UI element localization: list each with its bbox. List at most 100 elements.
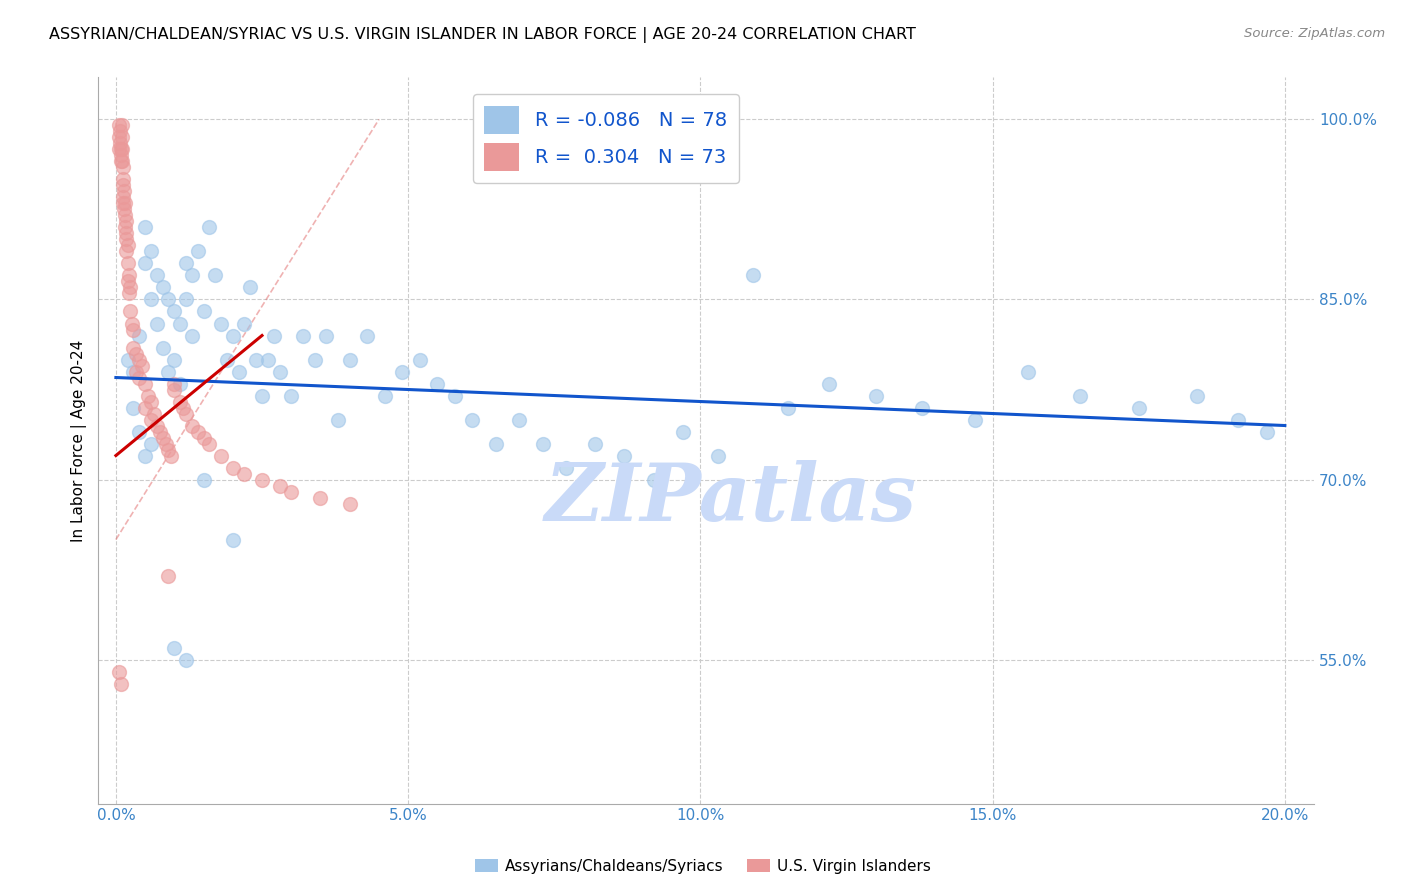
Point <box>865 388 887 402</box>
Point <box>1227 412 1250 426</box>
Point <box>269 478 291 492</box>
Point <box>508 412 530 426</box>
Point <box>117 256 139 270</box>
Point <box>122 364 145 378</box>
Point <box>163 376 186 391</box>
Point <box>291 328 314 343</box>
Text: ASSYRIAN/CHALDEAN/SYRIAC VS U.S. VIRGIN ISLANDER IN LABOR FORCE | AGE 20-24 CORR: ASSYRIAN/CHALDEAN/SYRIAC VS U.S. VIRGIN … <box>49 27 917 43</box>
Point <box>1017 364 1039 378</box>
Point <box>707 449 730 463</box>
Point <box>444 388 467 402</box>
Point <box>114 196 136 211</box>
Point <box>128 370 150 384</box>
Point <box>583 436 606 450</box>
Point <box>139 244 162 259</box>
Point <box>233 467 256 481</box>
Point <box>152 280 174 294</box>
Point <box>965 412 987 426</box>
Point <box>174 293 197 307</box>
Point <box>139 412 162 426</box>
Point <box>111 143 134 157</box>
Point <box>110 143 132 157</box>
Point <box>122 341 145 355</box>
Point <box>326 412 349 426</box>
Point <box>174 407 197 421</box>
Point <box>121 317 143 331</box>
Point <box>222 533 245 547</box>
Point <box>146 317 169 331</box>
Point <box>1256 425 1278 439</box>
Point <box>461 412 484 426</box>
Point <box>117 238 139 252</box>
Point <box>160 449 183 463</box>
Point <box>120 304 142 318</box>
Point <box>169 376 191 391</box>
Point <box>531 436 554 450</box>
Point <box>134 449 156 463</box>
Point <box>108 143 131 157</box>
Point <box>391 364 413 378</box>
Point <box>280 388 302 402</box>
Text: ZIPatlas: ZIPatlas <box>544 460 917 537</box>
Point <box>142 407 165 421</box>
Point <box>180 268 202 283</box>
Point <box>304 352 326 367</box>
Point <box>163 640 186 655</box>
Point <box>257 352 280 367</box>
Point <box>118 286 141 301</box>
Point <box>163 352 186 367</box>
Point <box>1128 401 1150 415</box>
Point <box>209 317 232 331</box>
Point <box>409 352 432 367</box>
Point <box>193 431 215 445</box>
Point <box>112 202 135 217</box>
Point <box>174 256 197 270</box>
Point <box>426 376 449 391</box>
Point <box>1069 388 1091 402</box>
Legend: R = -0.086   N = 78, R =  0.304   N = 73: R = -0.086 N = 78, R = 0.304 N = 73 <box>472 95 738 183</box>
Point <box>111 119 134 133</box>
Point <box>157 442 180 457</box>
Point <box>222 460 245 475</box>
Text: Source: ZipAtlas.com: Source: ZipAtlas.com <box>1244 27 1385 40</box>
Point <box>146 268 169 283</box>
Point <box>163 383 186 397</box>
Point <box>125 364 148 378</box>
Point <box>245 352 267 367</box>
Point <box>172 401 194 415</box>
Point <box>134 220 156 235</box>
Point <box>209 449 232 463</box>
Legend: Assyrians/Chaldeans/Syriacs, U.S. Virgin Islanders: Assyrians/Chaldeans/Syriacs, U.S. Virgin… <box>468 853 938 880</box>
Point <box>163 304 186 318</box>
Point <box>315 328 337 343</box>
Point <box>115 227 138 241</box>
Point <box>122 401 145 415</box>
Point <box>111 154 134 169</box>
Point <box>125 346 148 360</box>
Point <box>110 154 132 169</box>
Point <box>180 418 202 433</box>
Point <box>120 280 142 294</box>
Point <box>169 394 191 409</box>
Point <box>112 190 135 204</box>
Point <box>108 124 131 138</box>
Point <box>339 497 361 511</box>
Point <box>187 244 209 259</box>
Point <box>204 268 226 283</box>
Point <box>136 388 159 402</box>
Point <box>250 388 273 402</box>
Point <box>222 328 245 343</box>
Point <box>613 449 636 463</box>
Point <box>198 436 221 450</box>
Point <box>233 317 256 331</box>
Point <box>139 293 162 307</box>
Point <box>114 232 136 246</box>
Point <box>128 328 150 343</box>
Y-axis label: In Labor Force | Age 20-24: In Labor Force | Age 20-24 <box>72 339 87 541</box>
Point <box>112 172 135 186</box>
Point <box>280 484 302 499</box>
Point <box>117 275 139 289</box>
Point <box>193 304 215 318</box>
Point <box>672 425 695 439</box>
Point <box>114 220 136 235</box>
